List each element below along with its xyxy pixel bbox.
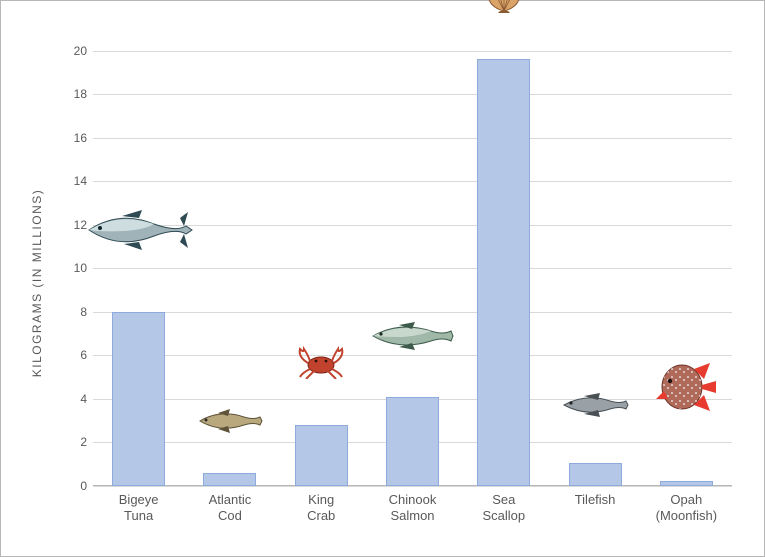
bar-slot: Bigeye Tuna — [93, 29, 184, 486]
bar-slot: Sea Scallop — [458, 29, 549, 486]
bar-slot: King Crab — [276, 29, 367, 486]
bar — [569, 463, 622, 486]
x-tick-label: Tilefish — [575, 486, 616, 508]
cod-icon — [196, 407, 264, 440]
y-tick-label: 20 — [74, 44, 93, 58]
salmon-icon — [369, 319, 455, 358]
scallop-icon — [484, 0, 524, 18]
bar — [386, 397, 439, 486]
tuna-icon — [84, 206, 194, 259]
y-tick-label: 18 — [74, 87, 93, 101]
x-tick-label: Opah (Moonfish) — [656, 486, 717, 525]
x-tick-label: Atlantic Cod — [207, 486, 253, 525]
y-tick-label: 12 — [74, 218, 93, 232]
plot-area: KILOGRAMS (IN MILLIONS) Bigeye TunaAtlan… — [23, 19, 742, 546]
x-tick-label: Chinook Salmon — [389, 486, 437, 525]
y-tick-label: 0 — [80, 479, 93, 493]
y-tick-label: 14 — [74, 174, 93, 188]
y-tick-label: 10 — [74, 261, 93, 275]
x-tick-label: King Crab — [298, 486, 344, 525]
y-tick-label: 2 — [80, 435, 93, 449]
y-tick-label: 4 — [80, 392, 93, 406]
bar-slot: Opah (Moonfish) — [641, 29, 732, 486]
chart-region: Bigeye TunaAtlantic CodKing CrabChinook … — [93, 29, 732, 486]
bar — [203, 473, 256, 486]
bars-container: Bigeye TunaAtlantic CodKing CrabChinook … — [93, 29, 732, 486]
x-tick-label: Bigeye Tuna — [116, 486, 162, 525]
bar — [295, 425, 348, 486]
opah-icon — [654, 359, 718, 420]
bar-slot: Atlantic Cod — [184, 29, 275, 486]
bar-slot: Tilefish — [549, 29, 640, 486]
bar — [477, 59, 530, 486]
chart-frame: KILOGRAMS (IN MILLIONS) Bigeye TunaAtlan… — [0, 0, 765, 557]
y-tick-label: 6 — [80, 348, 93, 362]
bar — [112, 312, 165, 486]
y-tick-label: 8 — [80, 305, 93, 319]
bar-slot: Chinook Salmon — [367, 29, 458, 486]
tilefish-icon — [560, 389, 630, 426]
y-tick-label: 16 — [74, 131, 93, 145]
crab-icon — [294, 343, 348, 384]
x-tick-label: Sea Scallop — [481, 486, 527, 525]
y-axis-title: KILOGRAMS (IN MILLIONS) — [30, 188, 44, 377]
